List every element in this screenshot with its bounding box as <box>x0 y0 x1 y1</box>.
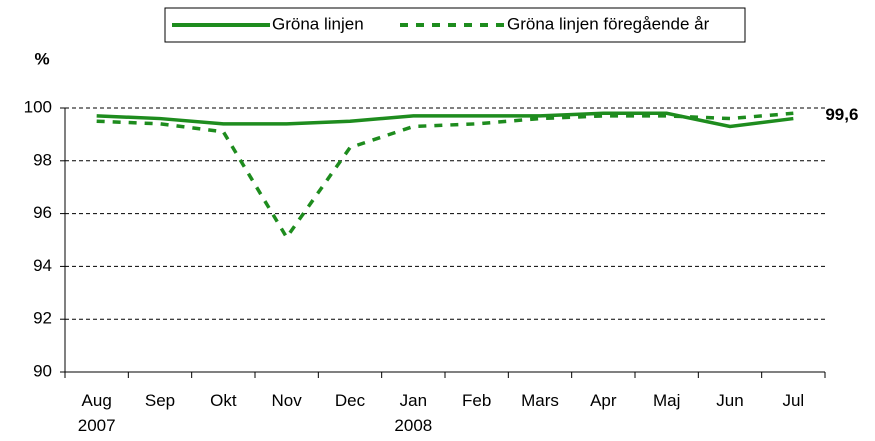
x-tick-label: Jul <box>782 391 805 410</box>
series-line <box>96 111 794 129</box>
x-tick-label: Sep <box>144 391 176 410</box>
legend-label: Gröna linjen <box>272 14 364 33</box>
x-tick-label: Maj <box>652 391 681 410</box>
x-tick-label: Okt <box>210 391 237 410</box>
series-line <box>96 111 794 241</box>
x-tick-label: Jan 2008 <box>394 391 433 435</box>
x-tick-label: Jun <box>716 391 744 410</box>
x-tick-label: Feb <box>462 391 492 410</box>
x-tick-label: Aug 2007 <box>77 391 116 435</box>
x-tick-label: Nov <box>271 391 302 410</box>
y-axis-label: % <box>34 49 49 68</box>
legend-label: Gröna linjen föregående år <box>507 14 710 33</box>
x-tick-label: Mars <box>521 391 559 410</box>
y-tick-label: 100 <box>24 97 52 116</box>
x-tick-label: Apr <box>590 391 617 410</box>
y-tick-label: 98 <box>33 150 52 169</box>
x-tick-label: Dec <box>334 391 366 410</box>
y-tick-label: 96 <box>33 203 52 222</box>
data-label: 99,6 <box>825 105 858 124</box>
y-tick-label: 92 <box>33 309 52 328</box>
y-tick-label: 94 <box>33 256 52 275</box>
y-tick-label: 90 <box>33 361 52 380</box>
